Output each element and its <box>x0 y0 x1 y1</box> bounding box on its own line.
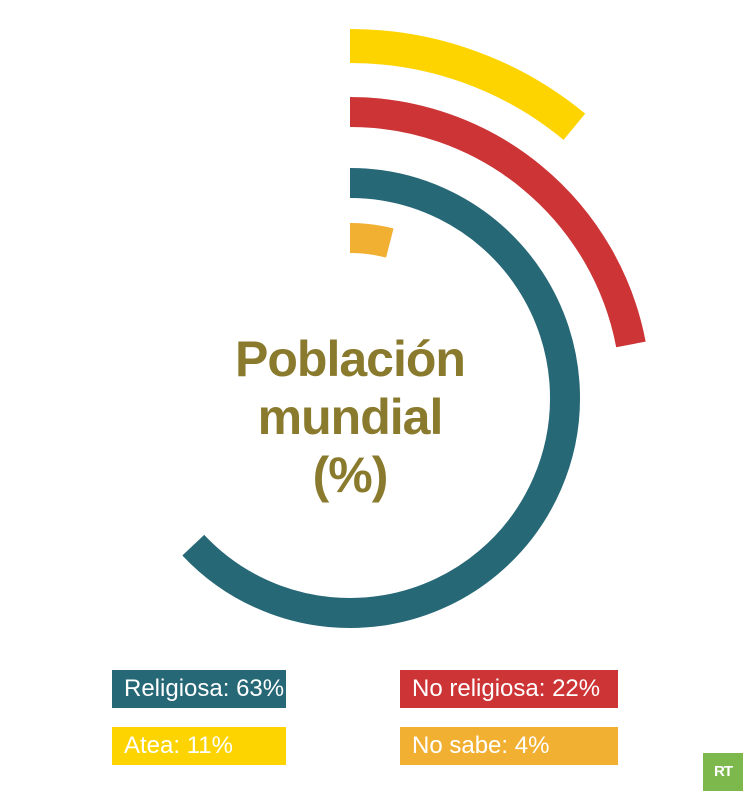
legend-value-no-sabe: 4% <box>514 732 550 759</box>
arc-no-sabe <box>349 223 394 258</box>
legend-label-atea: Atea: <box>124 732 181 759</box>
chart-title-line-3: (%) <box>312 447 389 503</box>
legend-label-no-religiosa: No religiosa: <box>412 675 546 702</box>
rt-logo: RT <box>703 753 743 791</box>
legend-item-religiosa: Religiosa: 63% <box>112 670 286 708</box>
legend-value-no-religiosa: 22% <box>552 675 601 702</box>
legend-item-no-religiosa: No religiosa: 22% <box>400 670 618 708</box>
chart-title: Población mundial (%) <box>200 330 500 504</box>
arc-atea <box>349 29 586 140</box>
arc-religiosa <box>182 168 580 628</box>
legend-value-atea: 11% <box>186 732 233 759</box>
legend-label-no-sabe: No sabe: <box>412 732 509 759</box>
legend-label-religiosa: Religiosa: <box>124 675 230 702</box>
chart-title-line-2: mundial <box>257 389 444 445</box>
legend-item-atea: Atea: 11% <box>112 727 286 765</box>
arc-no-religiosa <box>349 97 646 348</box>
chart-title-line-1: Población <box>235 331 466 387</box>
legend-item-no-sabe: No sabe: 4% <box>400 727 618 765</box>
legend-value-religiosa: 63% <box>236 675 285 702</box>
